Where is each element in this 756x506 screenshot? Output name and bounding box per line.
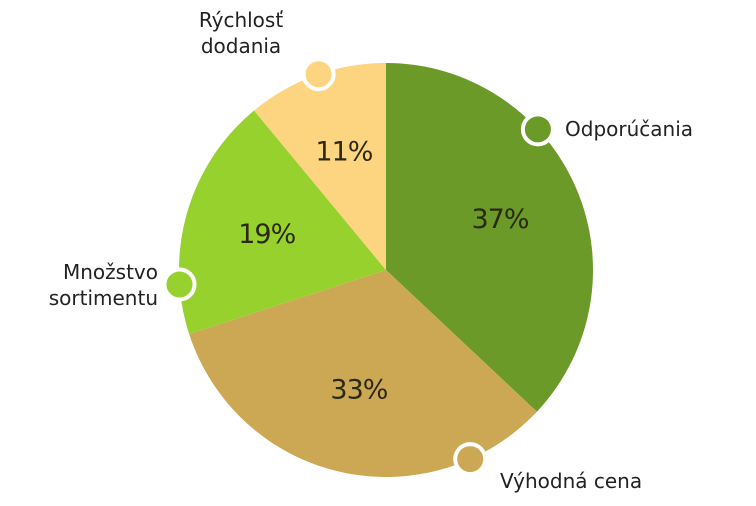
pie-slice — [254, 63, 386, 270]
pie-slice — [189, 270, 537, 478]
value-label: 19% — [238, 219, 295, 250]
category-label: Množstvo sortimentu — [48, 260, 158, 310]
pie-slice — [386, 63, 593, 412]
label-dot — [453, 442, 488, 477]
pie-slice — [179, 110, 386, 334]
label-dot — [520, 112, 555, 147]
value-label: 37% — [471, 204, 528, 235]
category-label: Odporúčania — [565, 117, 694, 141]
value-label: 11% — [315, 137, 372, 168]
value-label: 33% — [330, 375, 387, 406]
category-label: Výhodná cena — [500, 469, 643, 493]
label-dot — [301, 57, 336, 92]
label-dot — [162, 267, 197, 302]
category-label: Rýchlosť dodania — [198, 8, 284, 58]
